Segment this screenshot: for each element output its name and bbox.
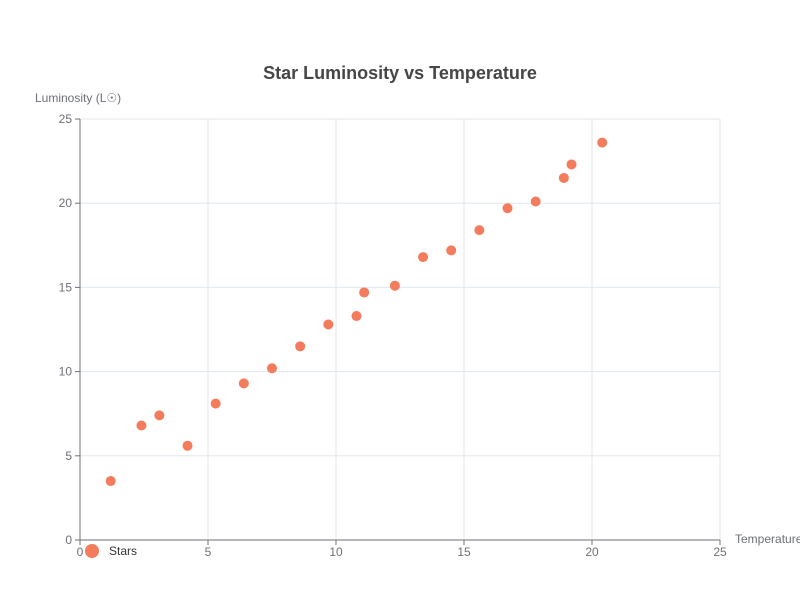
data-point [566,159,577,170]
data-point [474,225,485,236]
data-point [323,319,334,330]
x-tick-label: 25 [713,545,727,559]
tick-labels: 0 5 10 15 20 25 0 5 10 15 20 25 [59,112,727,559]
data-point [238,378,249,389]
x-tick-label: 15 [457,545,471,559]
data-point [210,398,221,409]
x-tick-label: 0 [77,545,84,559]
y-tick-label: 20 [59,196,73,210]
y-tick-label: 15 [59,280,73,294]
y-tick-label: 5 [65,449,72,463]
data-point [267,363,277,374]
x-tick-label: 20 [585,545,599,559]
y-tick-label: 25 [59,112,73,126]
data-point [502,203,513,214]
data-points [105,137,608,487]
data-point [154,410,165,421]
x-axis-label: Temperature [735,532,800,546]
y-tick-label: 0 [65,533,72,547]
legend-label[interactable]: Stars [109,544,137,558]
data-point [418,252,429,263]
data-point [389,280,400,291]
axes [75,118,721,545]
data-point [530,196,541,207]
data-point [597,137,608,148]
y-tick-label: 10 [59,365,73,379]
x-tick-label: 5 [205,545,212,559]
data-point [295,341,306,352]
legend-marker[interactable] [85,544,99,558]
grid-lines [80,118,721,540]
data-point [182,440,193,451]
data-point [558,172,569,183]
chart-title: Star Luminosity vs Temperature [263,63,537,83]
y-axis-label: Luminosity (L☉) [35,91,121,105]
x-tick-label: 10 [329,545,343,559]
data-point [105,476,116,487]
data-point [446,245,457,256]
legend[interactable]: Stars [85,544,137,558]
data-point [136,420,147,431]
data-point [351,311,362,322]
data-point [359,287,370,298]
